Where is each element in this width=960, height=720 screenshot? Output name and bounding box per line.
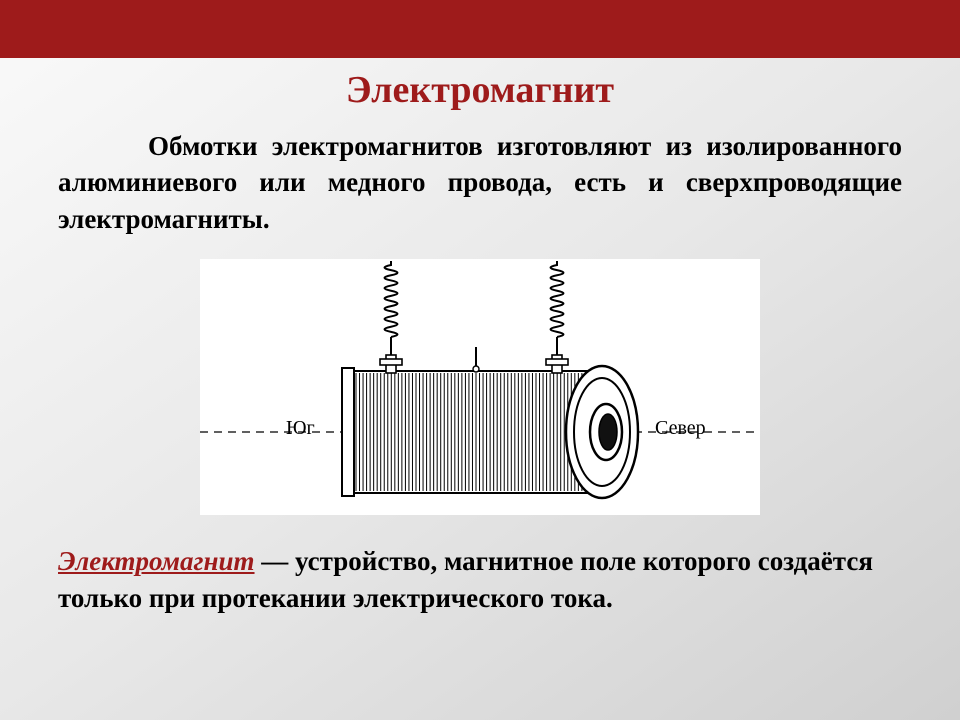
electromagnet-diagram: Юг Север (200, 259, 760, 515)
intro-paragraph: Обмотки электромагнитов изготовляют из и… (0, 128, 960, 237)
slide: Электромагнит Обмотки электромагнитов из… (0, 0, 960, 720)
right-terminal (546, 337, 568, 373)
label-south: Юг (286, 417, 315, 440)
left-spring-wire (385, 261, 398, 337)
label-north: Север (655, 417, 706, 440)
right-end-cap (566, 366, 638, 498)
coil-windings (354, 371, 598, 493)
center-post-nut (473, 366, 479, 372)
definition-term: Электромагнит (58, 546, 255, 576)
left-terminal (380, 337, 402, 373)
header-bar (0, 0, 960, 58)
right-spring-wire (551, 261, 564, 337)
page-title: Электромагнит (0, 58, 960, 128)
electromagnet-svg (200, 259, 760, 515)
paragraph-text: Обмотки электромагнитов изготовляют из и… (58, 131, 902, 234)
figure-container: Юг Север (0, 259, 960, 515)
left-flange (342, 368, 354, 496)
definition-paragraph: Электромагнит — устройство, магнитное по… (0, 543, 960, 616)
